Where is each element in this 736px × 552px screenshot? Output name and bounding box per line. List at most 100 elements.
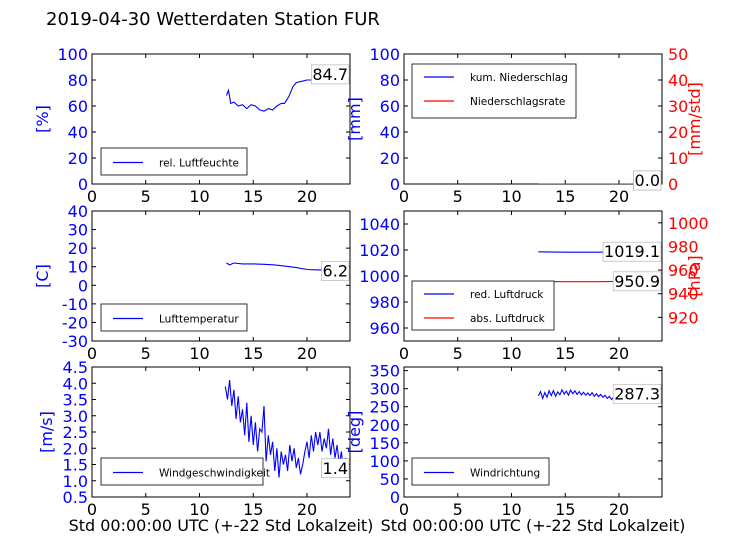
x-tick-label: 20 — [297, 344, 317, 363]
y-tick-label: -30 — [62, 332, 88, 351]
y-tick-label: 250 — [369, 398, 400, 417]
x-tick-label: 0 — [399, 500, 409, 519]
x-tick-label: 20 — [609, 187, 629, 206]
legend: Windgeschwindigkeit — [100, 457, 270, 486]
last-value-label-box — [612, 383, 662, 404]
last-value-label-box — [311, 64, 350, 85]
y-tick-label: 10 — [68, 258, 88, 277]
x-tick-label: 5 — [453, 500, 463, 519]
last-value-label: 6.2 — [323, 261, 348, 280]
y2-tick-label: 10 — [668, 149, 688, 168]
y-tick-label: 80 — [380, 71, 400, 90]
y-tick-label: 20 — [68, 149, 88, 168]
last-value-label-box — [602, 241, 662, 262]
last-value-label-box — [321, 261, 350, 281]
x-tick-label: 15 — [243, 187, 263, 206]
legend: rel. Luftfeuchte — [100, 147, 248, 176]
series-line-windgeschwindigkeit — [224, 379, 349, 478]
y-axis-label: [deg] — [345, 411, 364, 454]
last-value-label-2-box — [633, 170, 662, 191]
last-value-label-2-box — [612, 271, 662, 292]
y-tick-label: 4.0 — [63, 374, 88, 393]
y-tick-label: 100 — [369, 452, 400, 471]
y-tick-label: 200 — [369, 416, 400, 435]
y2-tick-label: 40 — [668, 71, 688, 90]
y-tick-label: 350 — [369, 362, 400, 381]
y-tick-label: 1.5 — [63, 456, 88, 475]
x-tick-label: 5 — [141, 500, 151, 519]
plot-frame — [91, 210, 351, 342]
x-tick-label: 5 — [141, 344, 151, 363]
legend-box — [100, 147, 248, 176]
y-axis-label: [mm] — [345, 97, 364, 141]
y-tick-label: 40 — [380, 123, 400, 142]
last-value-label: 287.3 — [614, 384, 660, 403]
legend-label: abs. Luftdruck — [470, 313, 546, 325]
x-tick-label: 15 — [555, 344, 575, 363]
y-tick-label: 1000 — [359, 267, 400, 286]
last-value-label: 1.4 — [323, 459, 348, 478]
figure-title: 2019-04-30 Wetterdaten Station FUR — [46, 9, 380, 30]
y-tick-label: 30 — [68, 221, 88, 240]
y2-tick-label: 920 — [668, 308, 699, 327]
x-tick-label: 5 — [141, 187, 151, 206]
x-tick-label: 10 — [189, 344, 209, 363]
x-tick-label: 0 — [399, 187, 409, 206]
x-tick-label: 0 — [87, 500, 97, 519]
y-tick-label: 3.0 — [63, 407, 88, 426]
y2-tick-label: 50 — [668, 45, 688, 64]
legend-label: Niederschlagsrate — [470, 96, 565, 108]
y-tick-label: 40 — [68, 123, 88, 142]
y-tick-label: 2.5 — [63, 423, 88, 442]
legend-box — [411, 457, 550, 486]
y2-tick-label: 940 — [668, 285, 699, 304]
last-value-label: 1019.1 — [604, 242, 660, 261]
y-tick-label: -20 — [62, 313, 88, 332]
y-tick-label: -10 — [62, 295, 88, 314]
y-tick-label: 0 — [390, 488, 400, 507]
y-tick-label: 20 — [380, 149, 400, 168]
panel-4: 0 5 10 15 20 960 980 1000 1020 1040 920 940 960 980 10… — [359, 210, 709, 363]
y-tick-label: 300 — [369, 380, 400, 399]
x-tick-label: 10 — [189, 187, 209, 206]
y-tick-label: 980 — [369, 293, 400, 312]
y-tick-label: 150 — [369, 434, 400, 453]
y-tick-label: 100 — [57, 45, 88, 64]
x-tick-label: 20 — [297, 500, 317, 519]
last-value-label-2: 0.0 — [635, 171, 660, 190]
y-tick-label: 960 — [369, 319, 400, 338]
x-tick-label: 0 — [87, 187, 97, 206]
panel-2: 0 5 10 15 20 0 20 40 60 80 100 0 10 20 30 40 50 [mm] [mm/s… — [345, 45, 704, 206]
legend: red. Luftdruck abs. Luftdruck — [411, 280, 555, 331]
y-tick-label: 60 — [380, 97, 400, 116]
last-value-label-2: 950.9 — [614, 272, 660, 291]
y2-tick-label: 960 — [668, 261, 699, 280]
x-tick-label: 10 — [501, 344, 521, 363]
x-tick-label: 10 — [501, 500, 521, 519]
x-tick-label: 10 — [189, 500, 209, 519]
x-tick-label: 20 — [297, 187, 317, 206]
last-value-label: 84.7 — [312, 65, 348, 84]
legend-label: Windgeschwindigkeit — [159, 468, 270, 480]
y-tick-label: 0.5 — [63, 488, 88, 507]
y2-axis-label: [hPa] — [685, 255, 704, 296]
x-tick-label: 5 — [453, 344, 463, 363]
x-tick-label: 15 — [555, 500, 575, 519]
legend: kum. Niederschlag Niederschlagsrate — [411, 63, 577, 119]
x-tick-label: 20 — [609, 500, 629, 519]
x-tick-label: 15 — [243, 500, 263, 519]
panel-3: 0 5 10 15 20-30-20-10010203040[C]Lufttempera… — [33, 202, 351, 363]
x-tick-label: 0 — [87, 344, 97, 363]
x-tick-label: 15 — [243, 344, 263, 363]
x-tick-label: 20 — [609, 344, 629, 363]
y-tick-label: 80 — [68, 71, 88, 90]
y2-tick-label: 20 — [668, 123, 688, 142]
panel-1: 0 5 10 15 20 0 20 40 60 80 100 [%] rel. Luftfeuchte 8… — [33, 45, 351, 206]
legend-box — [100, 303, 248, 332]
x-tick-label: 15 — [555, 187, 575, 206]
y-tick-label: 100 — [369, 45, 400, 64]
last-value-label-box — [321, 458, 350, 479]
series-line-rel-luftfeuchte — [225, 73, 349, 112]
